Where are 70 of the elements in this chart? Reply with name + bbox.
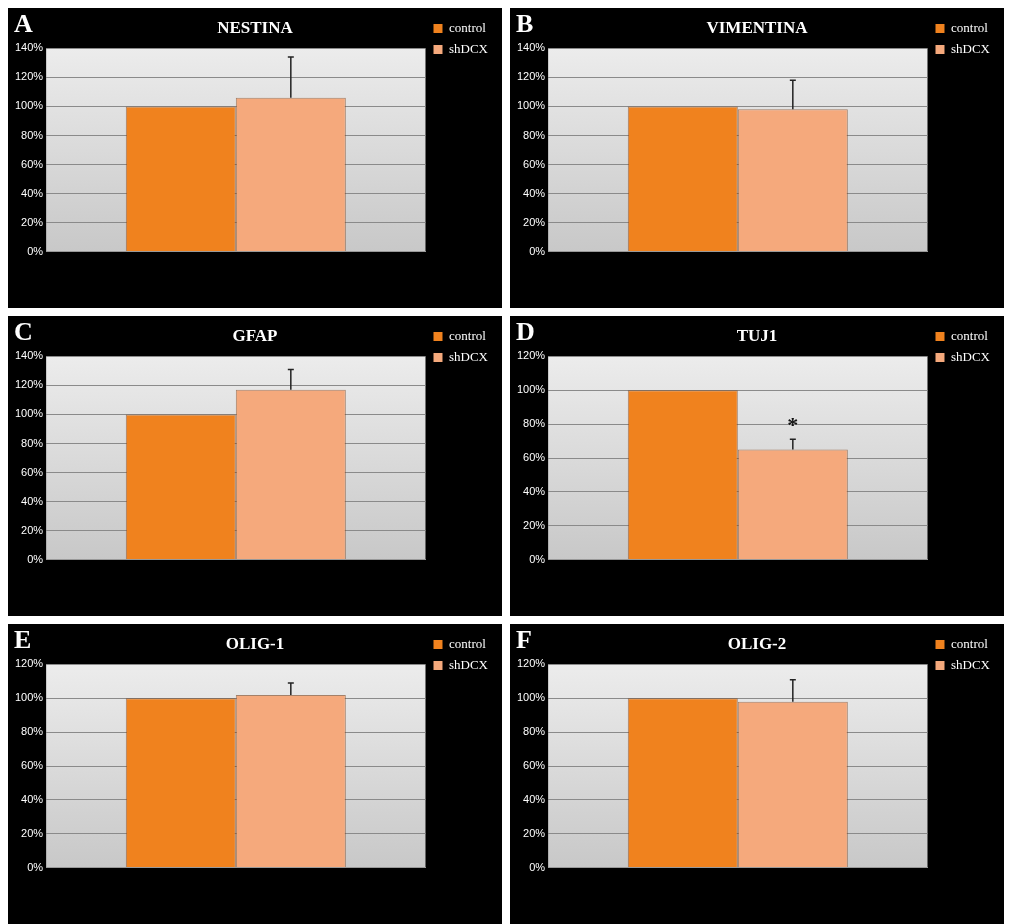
y-tick-label: 100% xyxy=(14,99,44,112)
text: C xyxy=(14,316,33,346)
y-tick-label: 140% xyxy=(14,41,44,54)
y-tick-label: 20% xyxy=(21,826,44,839)
y-tick-label: 40% xyxy=(21,494,44,507)
y-tick-label: 120% xyxy=(14,378,44,391)
y-tick-label: 100% xyxy=(14,691,44,704)
y-tick-label: 120% xyxy=(516,70,546,83)
y-tick-label: 40% xyxy=(21,186,44,199)
legend-label: shDCX xyxy=(950,656,991,672)
y-tick-label: 80% xyxy=(523,417,546,430)
legend-label: control xyxy=(448,19,487,35)
y-tick-label: 0% xyxy=(529,552,546,565)
y-tick-label: 80% xyxy=(21,436,44,449)
y-tick-label: 140% xyxy=(516,41,546,54)
y-tick-label: 60% xyxy=(21,157,44,170)
chart-title: OLIG-2 xyxy=(727,633,787,653)
legend-label: control xyxy=(448,635,487,651)
y-tick-label: 40% xyxy=(21,792,44,805)
chart-title: GFAP xyxy=(232,325,278,345)
y-tick-label: 100% xyxy=(14,407,44,420)
y-tick-label: 60% xyxy=(21,759,44,772)
legend-label: shDCX xyxy=(448,656,489,672)
y-tick-label: 60% xyxy=(523,759,546,772)
legend-label: shDCX xyxy=(448,348,489,364)
text: A xyxy=(14,8,33,38)
y-tick-label: 20% xyxy=(523,826,546,839)
y-tick-label: 60% xyxy=(523,451,546,464)
y-tick-label: 140% xyxy=(14,349,44,362)
y-tick-label: 0% xyxy=(529,860,546,873)
text: D xyxy=(516,316,535,346)
y-tick-label: 20% xyxy=(21,215,44,228)
y-tick-label: 100% xyxy=(516,383,546,396)
y-tick-label: 120% xyxy=(14,657,44,670)
y-tick-label: 60% xyxy=(21,465,44,478)
y-tick-label: 120% xyxy=(516,349,546,362)
y-tick-label: 80% xyxy=(21,725,44,738)
y-tick-label: 80% xyxy=(523,725,546,738)
legend-label: control xyxy=(950,327,989,343)
y-tick-label: 40% xyxy=(523,792,546,805)
legend-label: control xyxy=(950,19,989,35)
annotation: * xyxy=(787,412,799,438)
y-tick-label: 60% xyxy=(523,157,546,170)
text: F xyxy=(516,624,532,654)
y-tick-label: 120% xyxy=(516,657,546,670)
text: B xyxy=(516,8,534,38)
y-tick-label: 40% xyxy=(523,186,546,199)
y-tick-label: 0% xyxy=(27,244,44,257)
y-tick-label: 0% xyxy=(27,552,44,565)
chart-title: TUJ1 xyxy=(736,325,778,345)
y-tick-label: 0% xyxy=(27,860,44,873)
legend-label: shDCX xyxy=(448,40,489,56)
chart-title: VIMENTINA xyxy=(706,17,809,37)
y-tick-label: 80% xyxy=(21,128,44,141)
y-tick-label: 100% xyxy=(516,691,546,704)
legend-label: shDCX xyxy=(950,40,991,56)
y-tick-label: 20% xyxy=(21,523,44,536)
y-tick-label: 20% xyxy=(523,215,546,228)
legend-label: control xyxy=(950,635,989,651)
legend-label: control xyxy=(448,327,487,343)
chart-title: NESTINA xyxy=(217,17,294,37)
text: E xyxy=(14,624,32,654)
y-tick-label: 80% xyxy=(523,128,546,141)
chart-title: OLIG-1 xyxy=(225,633,285,653)
y-tick-label: 40% xyxy=(523,484,546,497)
y-tick-label: 100% xyxy=(516,99,546,112)
y-tick-label: 120% xyxy=(14,70,44,83)
y-tick-label: 20% xyxy=(523,518,546,531)
y-tick-label: 0% xyxy=(529,244,546,257)
legend-label: shDCX xyxy=(950,348,991,364)
